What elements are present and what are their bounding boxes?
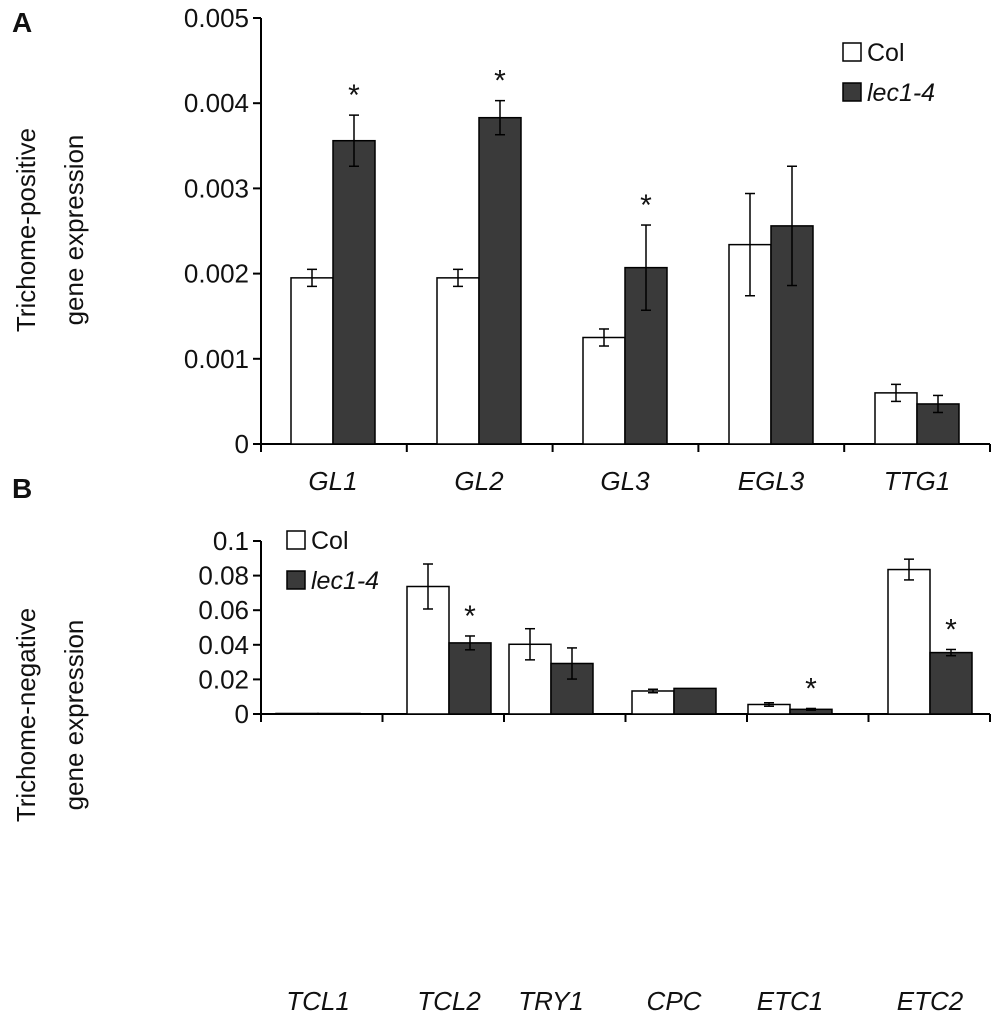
legend-swatch-Col <box>286 530 306 550</box>
y-axis-label-line2: gene expression <box>59 135 89 326</box>
bar-Col-ETC2 <box>887 568 931 715</box>
y-tick-label: 0.002 <box>184 259 249 289</box>
bar-lec1-4-GL2 <box>478 116 522 445</box>
y-tick-label: 0.004 <box>184 88 249 118</box>
significance-star-GL1: * <box>348 79 360 112</box>
significance-star-ETC1: * <box>805 672 817 705</box>
bar-Col-CPC <box>631 690 675 715</box>
category-label-GL3: GL3 <box>600 466 650 496</box>
significance-star-GL3: * <box>640 189 652 222</box>
category-label-EGL3: EGL3 <box>738 466 805 496</box>
panel-b-chart: 0 0.02 0.04 0.06 0.08 0.1 Trichome-negative gen… <box>11 526 991 1016</box>
y-tick-label: 0.02 <box>198 664 249 694</box>
panel-b-letter: B <box>12 473 32 504</box>
y-tick-label: 0 <box>235 699 249 729</box>
category-label-TTG1: TTG1 <box>884 466 950 496</box>
bar-Col-GL1 <box>290 277 334 445</box>
y-tick-label: 0.04 <box>198 630 249 660</box>
bar-Col-GL2 <box>436 277 480 445</box>
bar-Col-GL3 <box>582 336 626 445</box>
legend-label-lec1-4: lec1-4 <box>867 79 935 107</box>
y-axis-label-line1: Trichome-positive <box>11 128 41 332</box>
bar-lec1-4-TCL1 <box>317 712 361 715</box>
y-axis-label-line2: gene expression <box>59 620 89 811</box>
category-label-GL2: GL2 <box>454 466 504 496</box>
bar-lec1-4-GL1 <box>332 139 376 445</box>
legend-label-Col: Col <box>867 39 905 67</box>
y-tick-label: 0.001 <box>184 344 249 374</box>
y-tick-label: 0 <box>235 429 249 459</box>
panel-a-letter: A <box>12 7 32 38</box>
category-label-TCL1: TCL1 <box>286 986 350 1016</box>
legend-swatch-lec1-4 <box>286 570 306 590</box>
legend-swatch-lec1-4 <box>842 82 862 102</box>
y-tick-label: 0.06 <box>198 595 249 625</box>
significance-star-ETC2: * <box>945 613 957 646</box>
category-label-ETC1: ETC1 <box>757 986 823 1016</box>
category-label-GL1: GL1 <box>308 466 357 496</box>
legend-label-lec1-4: lec1-4 <box>311 567 379 595</box>
significance-star-GL2: * <box>494 65 506 98</box>
bar-lec1-4-ETC2 <box>929 651 973 715</box>
y-tick-label: 0.005 <box>184 3 249 33</box>
bar-lec1-4-TCL2 <box>448 642 492 715</box>
panel-a-chart: 0 0.001 0.002 0.003 0.004 0.005 Trichome-posit… <box>11 3 991 496</box>
y-tick-label: 0.1 <box>213 526 249 556</box>
category-label-TCL2: TCL2 <box>417 986 481 1016</box>
bar-Col-TCL1 <box>275 712 319 715</box>
legend-label-Col: Col <box>311 527 349 555</box>
category-label-TRY1: TRY1 <box>518 986 584 1016</box>
category-label-ETC2: ETC2 <box>897 986 964 1016</box>
significance-star-TCL2: * <box>464 600 476 633</box>
bar-lec1-4-CPC <box>673 687 717 715</box>
category-label-CPC: CPC <box>647 986 702 1016</box>
legend-swatch-Col <box>842 42 862 62</box>
y-tick-label: 0.08 <box>198 561 249 591</box>
y-axis-label-line1: Trichome-negative <box>11 608 41 822</box>
y-tick-label: 0.003 <box>184 173 249 203</box>
